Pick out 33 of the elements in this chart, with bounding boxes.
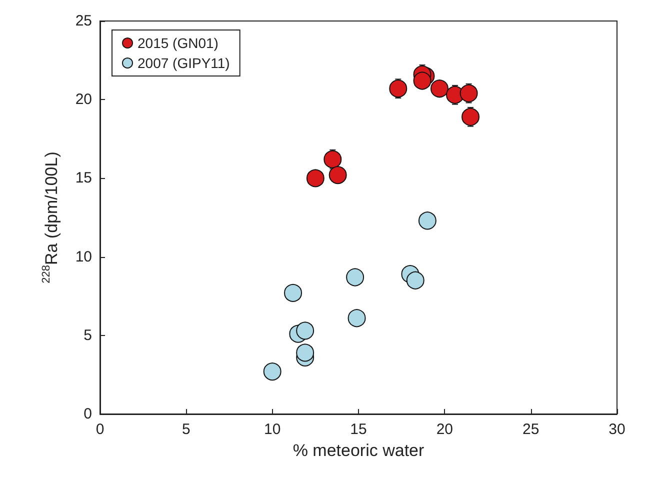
x-tick-label: 25 xyxy=(522,421,540,438)
legend-label: 2007 (GIPY11) xyxy=(138,55,230,71)
point xyxy=(324,150,342,168)
point xyxy=(284,284,302,302)
x-tick-label: 30 xyxy=(608,421,626,438)
point xyxy=(306,169,324,188)
point xyxy=(462,108,480,126)
point xyxy=(296,322,314,340)
x-tick-label: 20 xyxy=(436,421,454,438)
point xyxy=(413,72,432,90)
y-tick-label: 10 xyxy=(75,248,92,266)
legend-label: 2015 (GN01) xyxy=(138,35,218,51)
y-tick-label: 25 xyxy=(75,12,92,30)
point xyxy=(406,271,424,290)
point xyxy=(389,80,408,98)
x-tick-label: 15 xyxy=(350,421,367,438)
point xyxy=(418,212,436,230)
y-tick-label: 0 xyxy=(84,406,92,422)
x-tick-label: 0 xyxy=(96,421,104,438)
x-tick-label: 10 xyxy=(264,421,281,438)
point xyxy=(348,309,366,328)
point xyxy=(296,344,314,362)
x-tick-label: 5 xyxy=(182,421,190,438)
point xyxy=(430,80,448,98)
point xyxy=(460,84,478,102)
x-axis-title: % meteoric water xyxy=(292,441,424,460)
point xyxy=(346,268,364,286)
y-tick-label: 20 xyxy=(75,91,92,108)
point xyxy=(263,362,282,381)
y-axis-title: 228Ra (dpm/100L) xyxy=(40,152,61,284)
y-tick-label: 5 xyxy=(84,326,92,344)
y-tick-label: 15 xyxy=(75,170,92,187)
point xyxy=(328,166,347,184)
